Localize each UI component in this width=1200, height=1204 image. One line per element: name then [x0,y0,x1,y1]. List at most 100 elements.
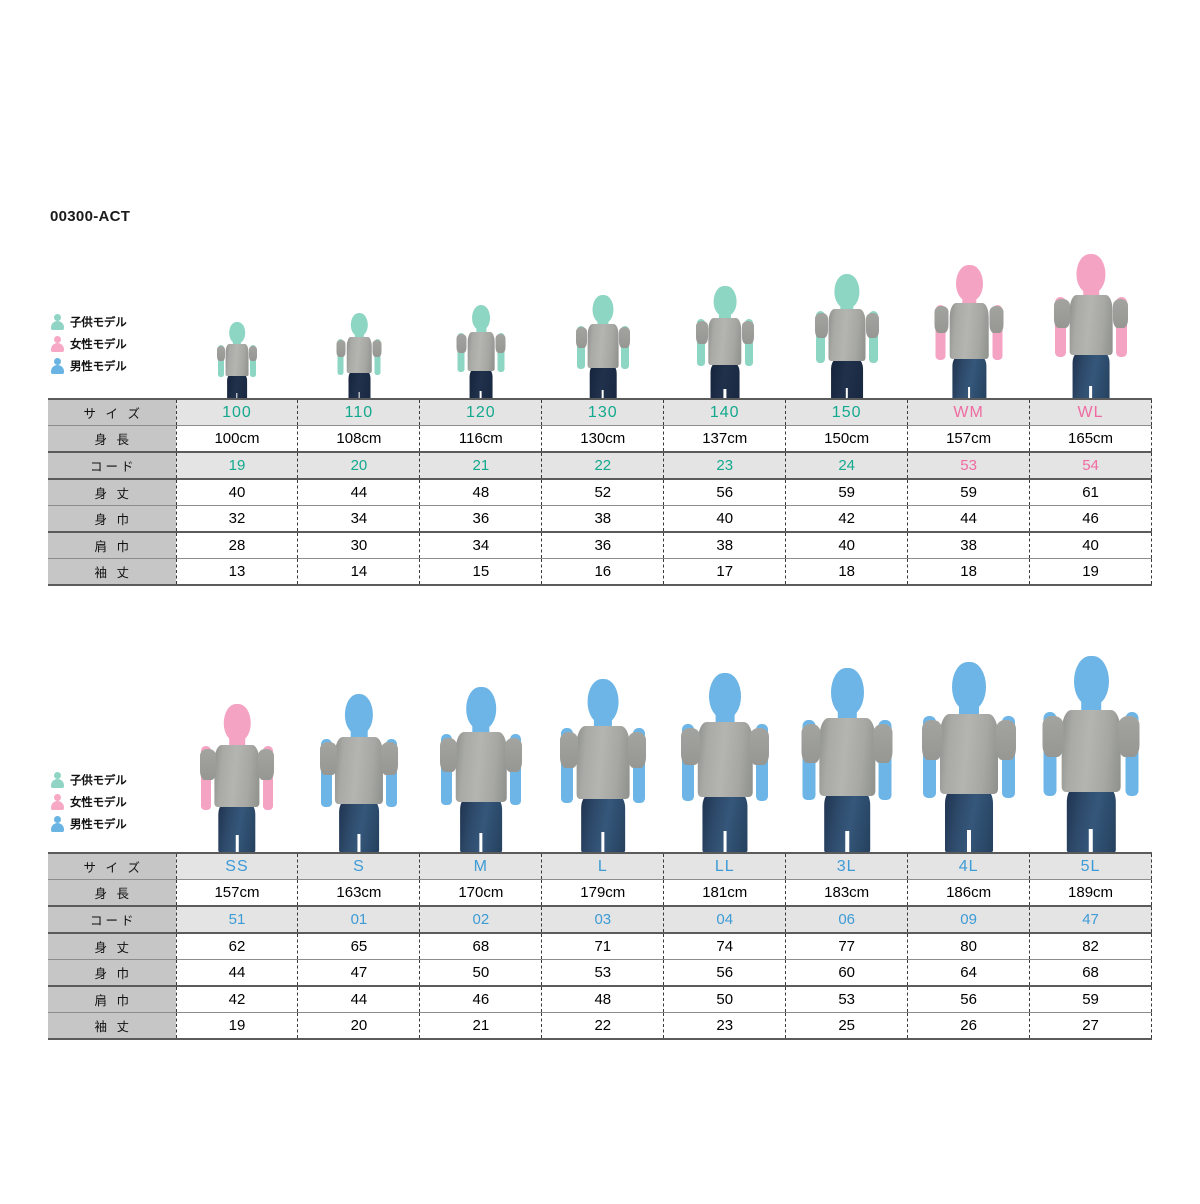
model-tshirt [225,343,249,376]
row-label-body-width: 身 巾 [48,959,176,986]
row-label-code: コード [48,905,176,933]
model-sleeve-right [504,737,522,773]
cell-body-width-150: 42 [785,505,909,532]
model-sleeve-right [495,334,506,353]
cell-code-WL: 54 [1029,451,1152,479]
model-tshirt [576,726,630,800]
model-figure-kid [576,295,630,400]
cell-height-130: 130cm [541,425,665,452]
table-row-code: コード 19 20 21 22 23 24 53 54 [48,451,1152,479]
cell-code-150: 24 [785,451,909,479]
model-pants [951,356,987,400]
table-row-body-width: 身 巾 32 34 36 38 40 42 44 46 [48,505,1152,532]
model-head [592,295,614,323]
model-neck [597,318,609,328]
model-neck [229,735,245,748]
legend-label-woman: 女性モデル [70,797,127,809]
row-label-height: 身 長 [48,879,176,906]
model-cell-3L [786,650,908,852]
kids-legend: 子供モデル 女性モデル 男性モデル [50,312,170,378]
cell-height-100: 100cm [175,425,299,452]
cell-shoulder-width-140: 38 [663,531,787,559]
table-row-shoulder-width: 肩 巾 42 44 46 48 50 53 56 59 [48,985,1152,1013]
row-label-sleeve-length: 袖 丈 [48,1012,176,1040]
model-figure-kid [815,274,879,400]
model-sleeve-right [372,339,382,358]
adult-legend: 子供モデル 女性モデル 男性モデル [50,770,170,836]
model-head [1073,656,1109,706]
model-cell-WL [1030,230,1152,400]
cell-sleeve-length-150: 18 [785,558,909,586]
cell-body-length-150: 59 [785,478,909,506]
cell-shoulder-width-S: 44 [297,985,421,1013]
cell-code-100: 19 [175,451,299,479]
model-figure-kid [696,286,754,400]
row-label-body-length: 身 丈 [48,478,176,506]
table-row-body-width: 身 巾 44 47 50 53 56 60 64 68 [48,959,1152,986]
cell-body-length-130: 52 [541,478,665,506]
cell-body-width-3L: 60 [785,959,909,986]
model-figure-kid [336,313,382,400]
model-cell-140 [664,230,786,400]
legend-label-kid: 子供モデル [70,317,127,329]
cell-code-LL: 04 [663,905,787,933]
cell-sleeve-length-M: 21 [419,1012,543,1040]
model-tshirt [467,331,495,371]
model-figure-woman [1054,254,1128,400]
model-tshirt [346,337,372,374]
cell-sleeve-length-100: 13 [175,558,299,586]
cell-body-length-WM: 59 [907,478,1031,506]
model-sleeve-left [922,720,942,760]
cell-sleeve-length-LL: 23 [663,1012,787,1040]
model-figure-woman [200,704,274,852]
legend-item-man: 男性モデル [50,356,170,376]
cell-body-width-5L: 68 [1029,959,1152,986]
cell-sleeve-length-S: 20 [297,1012,421,1040]
model-tshirt [940,714,998,794]
model-head [709,673,741,719]
cell-height-S: 163cm [297,879,421,906]
cell-body-length-120: 48 [419,478,543,506]
row-label-size: サ イ ズ [48,852,176,880]
cell-shoulder-width-120: 34 [419,531,543,559]
cell-height-110: 108cm [297,425,421,452]
cell-code-3L: 06 [785,905,909,933]
model-tshirt [708,317,742,365]
cell-height-5L: 189cm [1029,879,1152,906]
cell-sleeve-length-110: 14 [297,558,421,586]
cell-body-length-LL: 74 [663,932,787,960]
model-pants [348,372,370,400]
row-label-sleeve-length: 袖 丈 [48,558,176,586]
model-sleeve-left [336,339,346,358]
cell-code-5L: 47 [1029,905,1152,933]
table-row-body-length: 身 丈 62 65 68 71 74 77 80 82 [48,932,1152,960]
model-sleeve-left [440,737,458,773]
legend-item-kid: 子供モデル [50,770,170,790]
model-neck [350,727,368,741]
table-row-body-length: 身 丈 40 44 48 52 56 59 59 61 [48,478,1152,506]
model-tshirt [587,324,619,368]
kids-model-row [176,230,1152,400]
cell-body-length-3L: 77 [785,932,909,960]
cell-code-WM: 53 [907,451,1031,479]
model-cell-SS [176,650,298,852]
cell-shoulder-width-4L: 56 [907,985,1031,1013]
model-sleeve-left [681,727,700,766]
model-cell-LL [664,650,786,852]
cell-shoulder-width-5L: 59 [1029,985,1152,1013]
cell-size-SS: SS [175,852,299,880]
product-code: 00300-ACT [50,208,131,225]
cell-sleeve-length-WM: 18 [907,558,1031,586]
cell-body-width-4L: 64 [907,959,1031,986]
model-tshirt [818,718,876,796]
row-label-body-width: 身 巾 [48,505,176,532]
model-neck [718,311,732,322]
model-pants [823,791,871,852]
cell-code-L: 03 [541,905,665,933]
cell-body-width-WM: 44 [907,505,1031,532]
cell-shoulder-width-110: 30 [297,531,421,559]
model-head [344,694,374,734]
model-sleeve-right [618,327,630,349]
legend-item-woman: 女性モデル [50,792,170,812]
legend-item-woman: 女性モデル [50,334,170,354]
